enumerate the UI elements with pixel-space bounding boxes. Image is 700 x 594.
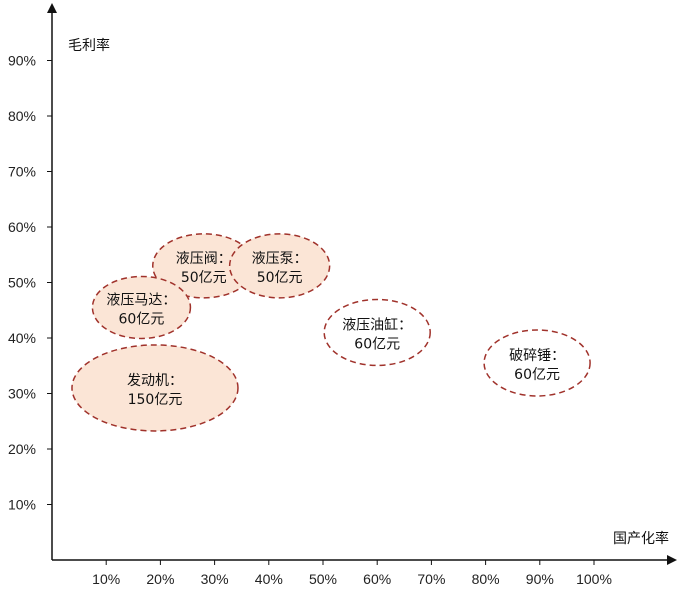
- bubble-shape: [71, 344, 239, 432]
- bubble: 液压油缸： 60亿元: [323, 298, 431, 367]
- bubble-value: 50亿元: [257, 270, 303, 286]
- y-tick-label: 50%: [8, 275, 36, 291]
- tick-marks: 10% 20% 30% 40% 50% 60% 70% 80% 90% 100% 10% 20% 30%…: [8, 53, 612, 588]
- bubble-name: 液压阀：: [176, 251, 232, 267]
- y-tick-label: 10%: [8, 497, 36, 513]
- y-tick-label: 20%: [8, 441, 36, 457]
- y-tick-label: 90%: [8, 53, 36, 69]
- bubble: 液压阀： 50亿元: [152, 233, 256, 299]
- y-tick-label: 40%: [8, 330, 36, 346]
- x-tick-label: 30%: [201, 571, 229, 587]
- y-tick-label: 80%: [8, 108, 36, 124]
- bubble-shape: [483, 329, 591, 397]
- y-axis-title: 毛利率: [68, 37, 110, 54]
- x-tick-label: 10%: [92, 571, 120, 587]
- axes: [47, 3, 677, 565]
- bubble-value: 150亿元: [128, 392, 183, 408]
- x-tick-label: 90%: [526, 571, 554, 587]
- x-tick-label: 50%: [309, 571, 337, 587]
- bubble: 破碎锤： 60亿元: [483, 329, 591, 397]
- x-tick-label: 60%: [363, 571, 391, 587]
- bubble-shape: [323, 298, 431, 367]
- bubble: 液压马达： 60亿元: [91, 275, 192, 340]
- y-tick-label: 30%: [8, 386, 36, 402]
- bubble-name: 发动机：: [127, 373, 183, 389]
- x-tick-label: 100%: [576, 571, 612, 587]
- x-tick-label: 70%: [417, 571, 445, 587]
- y-tick-label: 70%: [8, 164, 36, 180]
- bubble-name: 液压马达：: [106, 292, 176, 308]
- x-axis-title: 国产化率: [613, 530, 669, 547]
- bubble-name: 液压泵：: [252, 251, 308, 267]
- bubble-value: 60亿元: [354, 336, 400, 352]
- bubble: 液压泵： 50亿元: [228, 233, 331, 299]
- x-tick-label: 80%: [472, 571, 500, 587]
- bubble-value: 50亿元: [181, 270, 227, 286]
- bubble-name: 液压油缸：: [342, 316, 412, 333]
- x-tick-label: 20%: [146, 571, 174, 587]
- bubble-value: 60亿元: [119, 311, 165, 327]
- bubble: 发动机： 150亿元: [71, 344, 239, 432]
- bubble-value: 60亿元: [514, 367, 560, 383]
- bubbles: 液压阀：50亿元液压泵：50亿元液压马达：60亿元发动机：150亿元液压油缸：6…: [71, 233, 591, 432]
- x-tick-label: 40%: [255, 571, 283, 587]
- y-tick-label: 60%: [8, 219, 36, 235]
- bubble-shape: [228, 233, 331, 299]
- bubble-shape: [91, 275, 192, 340]
- bubble-name: 破碎锤：: [509, 348, 565, 364]
